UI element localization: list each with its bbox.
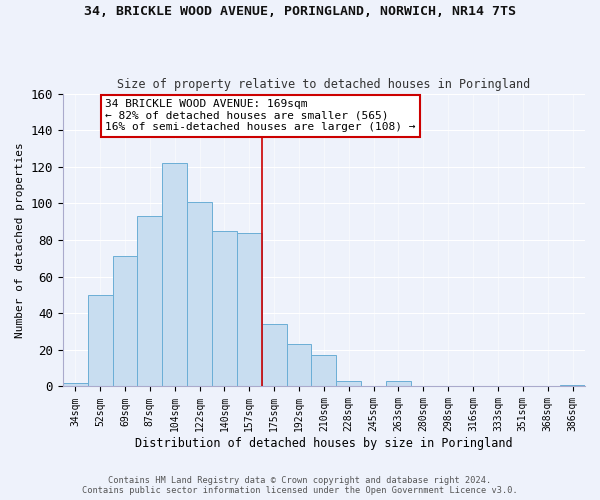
- Bar: [287, 344, 311, 387]
- Text: 34 BRICKLE WOOD AVENUE: 169sqm
← 82% of detached houses are smaller (565)
16% of: 34 BRICKLE WOOD AVENUE: 169sqm ← 82% of …: [105, 99, 416, 132]
- Bar: [212, 231, 237, 386]
- Bar: [137, 216, 162, 386]
- Bar: [262, 324, 287, 386]
- Bar: [187, 202, 212, 386]
- Text: Contains HM Land Registry data © Crown copyright and database right 2024.
Contai: Contains HM Land Registry data © Crown c…: [82, 476, 518, 495]
- Bar: [237, 232, 262, 386]
- Bar: [113, 256, 137, 386]
- Bar: [337, 381, 361, 386]
- Bar: [386, 381, 411, 386]
- Bar: [162, 163, 187, 386]
- Bar: [88, 295, 113, 386]
- Text: 34, BRICKLE WOOD AVENUE, PORINGLAND, NORWICH, NR14 7TS: 34, BRICKLE WOOD AVENUE, PORINGLAND, NOR…: [84, 5, 516, 18]
- Bar: [560, 384, 585, 386]
- X-axis label: Distribution of detached houses by size in Poringland: Distribution of detached houses by size …: [135, 437, 513, 450]
- Bar: [311, 356, 337, 386]
- Title: Size of property relative to detached houses in Poringland: Size of property relative to detached ho…: [117, 78, 530, 91]
- Y-axis label: Number of detached properties: Number of detached properties: [15, 142, 25, 338]
- Bar: [63, 383, 88, 386]
